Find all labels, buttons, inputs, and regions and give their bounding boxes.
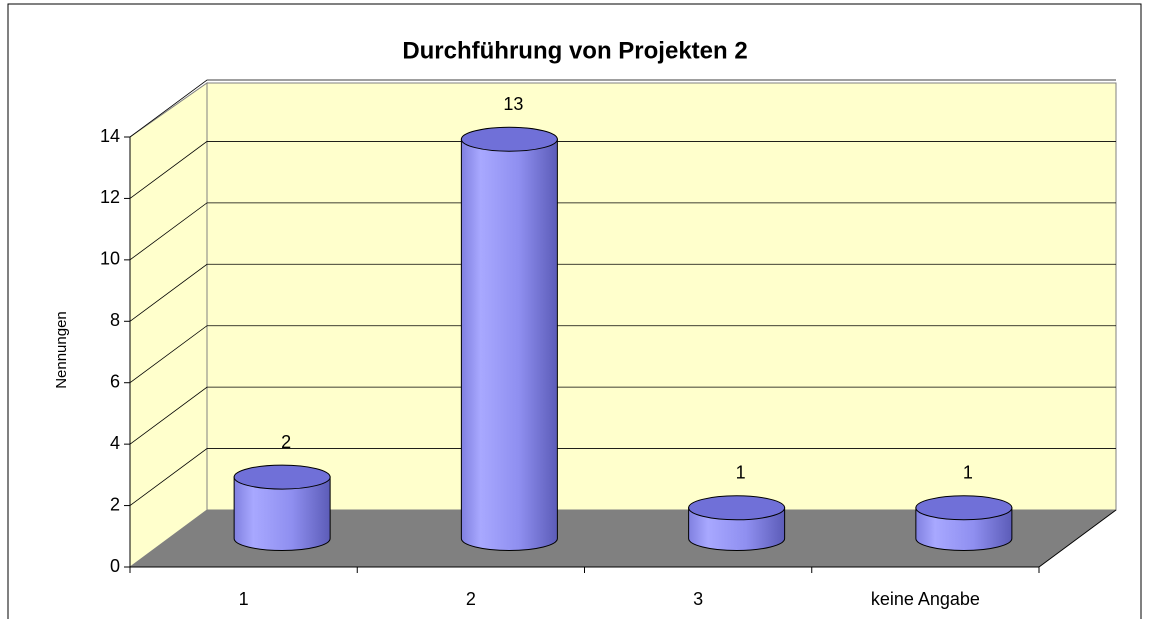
bar <box>460 126 558 551</box>
x-tick-label: keine Angabe <box>871 589 980 609</box>
grid-line <box>129 79 1116 138</box>
grid-line <box>129 448 1116 506</box>
bar-body <box>460 138 558 551</box>
y-tick-label: 14 <box>100 126 120 146</box>
bar-top <box>233 464 331 490</box>
grid-line <box>129 202 1116 261</box>
y-tick-label: 10 <box>100 249 120 269</box>
x-tick-label: 2 <box>466 589 476 609</box>
bar-body <box>233 476 331 551</box>
y-tick-label: 6 <box>110 371 120 391</box>
grid-line <box>129 386 1116 445</box>
x-tick-label: 3 <box>693 589 703 609</box>
floor-edge <box>1038 509 1117 568</box>
y-tick-label: 2 <box>110 494 120 514</box>
data-label: 13 <box>503 94 523 114</box>
y-tick-label: 12 <box>100 187 120 207</box>
y-axis-label: Nennungen <box>53 311 70 389</box>
data-label: 2 <box>281 432 291 452</box>
data-label: 1 <box>736 463 746 483</box>
y-tick-label: 4 <box>110 433 120 453</box>
grid-line <box>129 141 1116 199</box>
y-tick-label: 0 <box>110 556 120 576</box>
grid-line <box>129 325 1116 384</box>
grid-line <box>129 263 1116 322</box>
x-tick-label: 1 <box>239 589 249 609</box>
bar <box>915 495 1013 551</box>
back-wall <box>206 82 1117 511</box>
floor <box>130 510 1116 567</box>
side-wall <box>129 82 208 568</box>
data-label: 1 <box>963 463 973 483</box>
bar-top <box>688 495 786 521</box>
bar-top <box>915 495 1013 521</box>
y-tick-label: 8 <box>110 310 120 330</box>
chart-title: Durchführung von Projekten 2 <box>402 37 747 64</box>
bar <box>688 495 786 551</box>
bar <box>233 464 331 551</box>
bar-top <box>460 126 558 152</box>
